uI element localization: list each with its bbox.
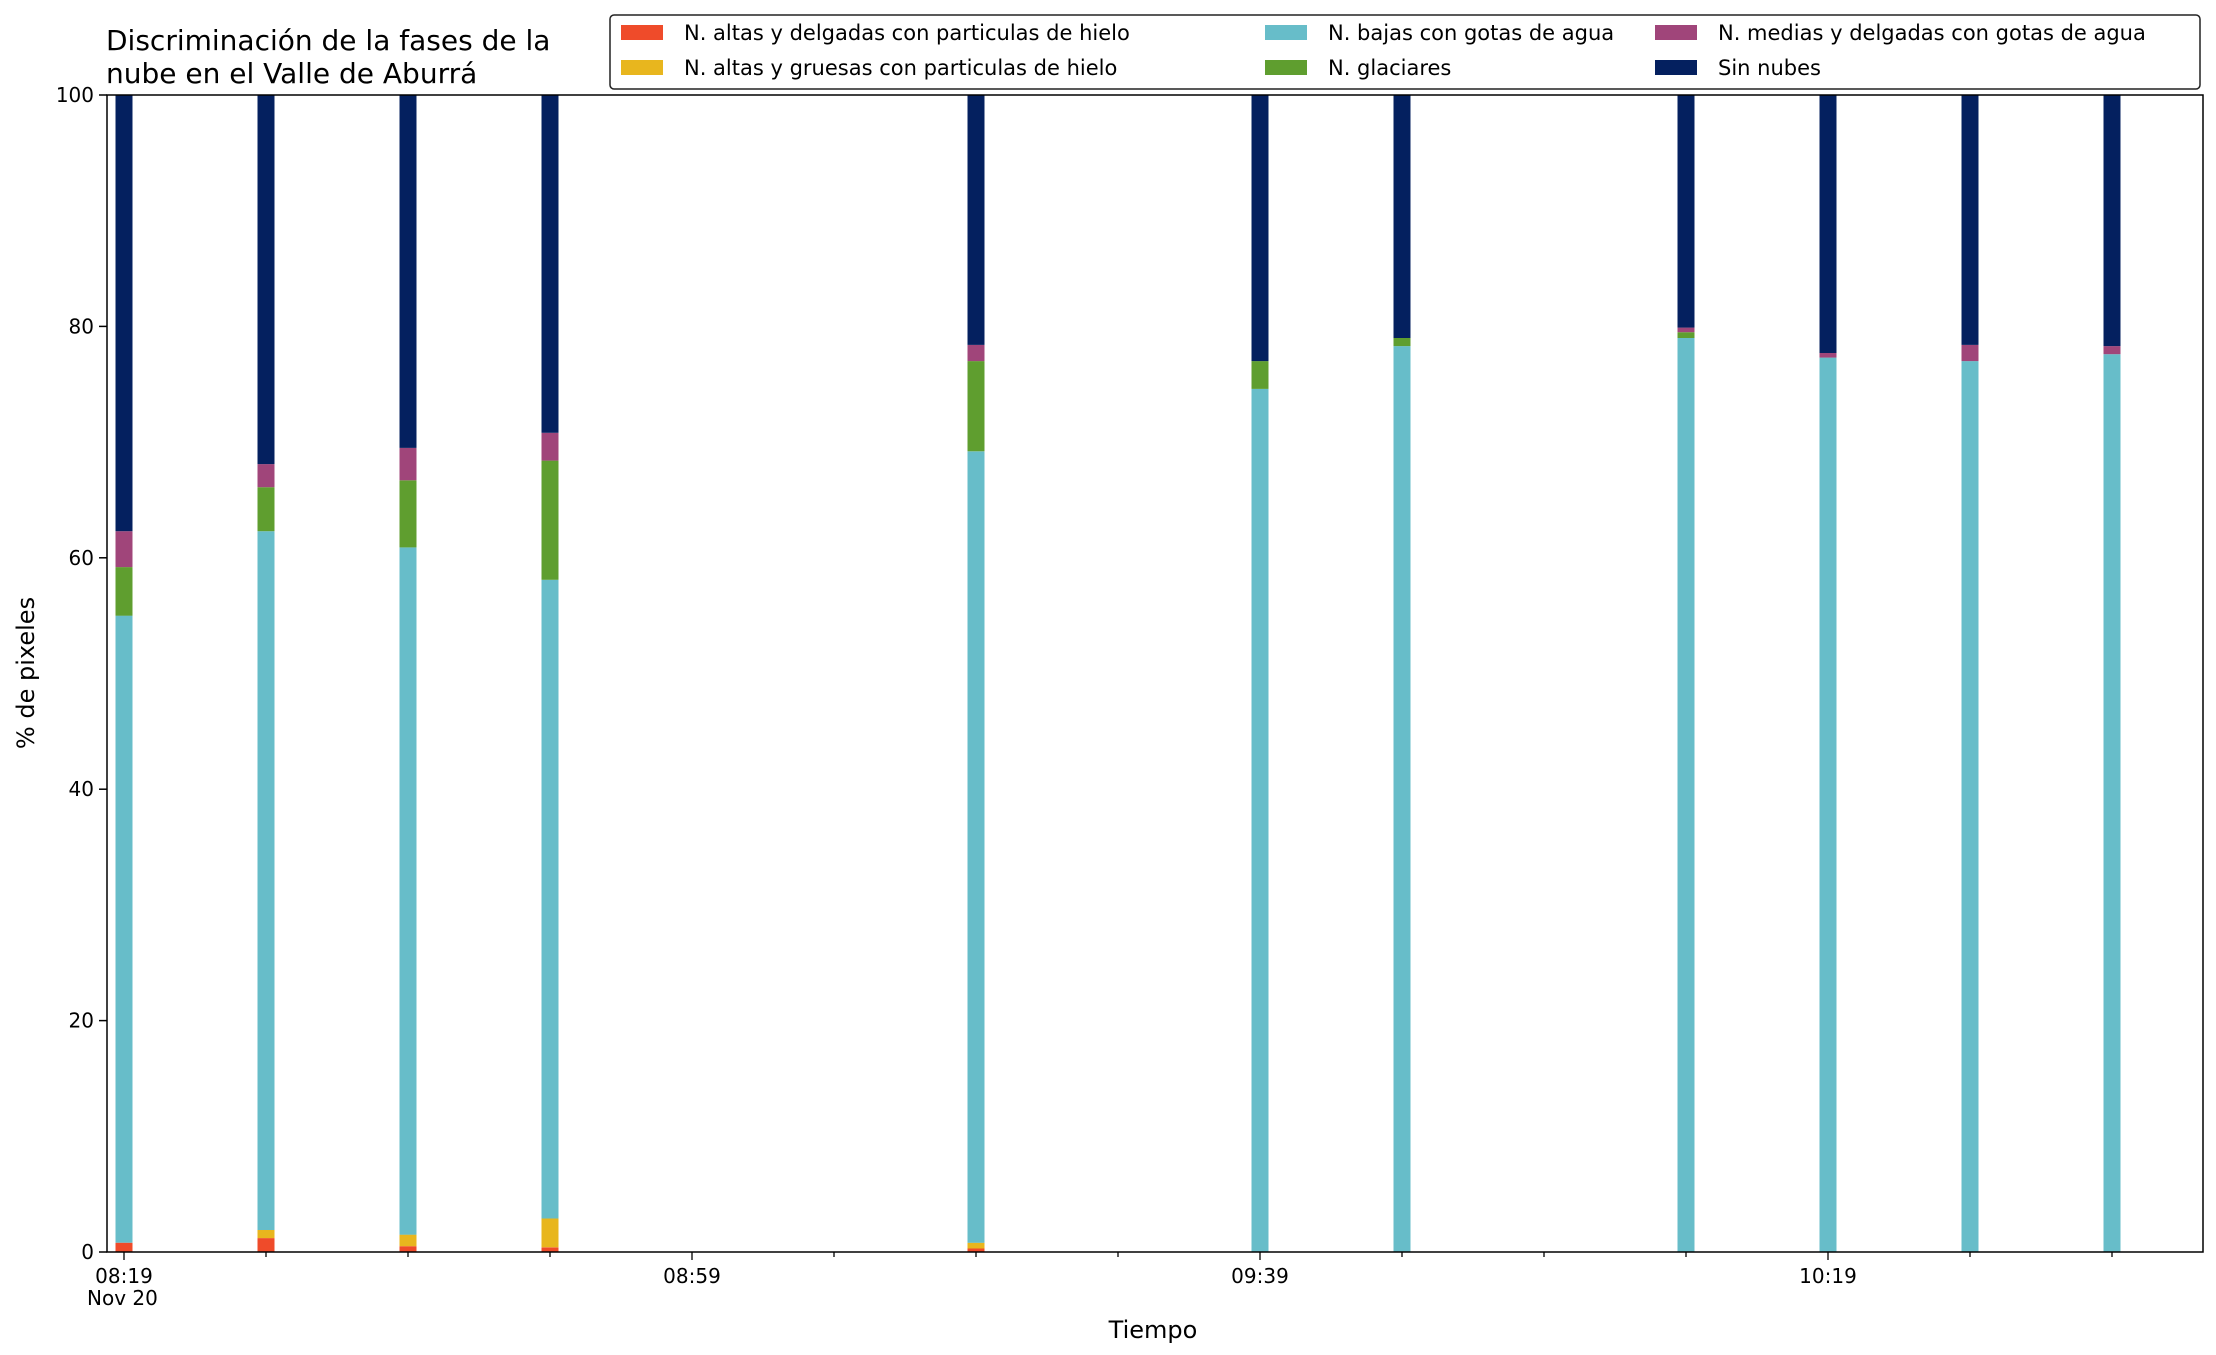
x-tick-label: 08:19 (95, 1264, 153, 1288)
x-tick-label: 09:39 (1231, 1264, 1289, 1288)
bar-segment (967, 361, 985, 452)
bar-segment (1819, 357, 1837, 1253)
chart-title-line-1: Discriminación de la fases de la (106, 24, 550, 57)
bar-segment (1819, 353, 1837, 358)
x-tick-label: 10:19 (1799, 1264, 1857, 1288)
bar-stack (1819, 95, 1837, 1253)
bar-segment (1677, 327, 1695, 333)
bar-segment (257, 464, 275, 488)
bar-segment (541, 1218, 559, 1248)
bar-segment (257, 1230, 275, 1239)
y-tick-label: 0 (81, 1240, 94, 1264)
y-tick-label: 80 (69, 314, 94, 338)
bar-segment (541, 1247, 559, 1252)
bar-segment (967, 451, 985, 1243)
bar-segment (399, 480, 417, 548)
bar-segment (257, 95, 275, 465)
bar-stack (1677, 95, 1695, 1252)
x-axis-label: Tiempo (1108, 1316, 1198, 1344)
chart-title-line-2: nube en el Valle de Aburrá (106, 57, 477, 90)
bar-segment (1819, 95, 1837, 353)
bar-segment (1393, 338, 1411, 347)
bar-segment (1251, 388, 1269, 1252)
bar-stack (1961, 95, 1979, 1253)
bar-segment (399, 447, 417, 481)
bar-segment (1961, 95, 1979, 345)
bar-segment (1961, 344, 1979, 362)
bar-stack (541, 95, 559, 1252)
bar-segment (115, 531, 133, 568)
bar-segment (1393, 346, 1411, 1253)
legend-label: Sin nubes (1718, 56, 1821, 80)
bar-segment (1251, 95, 1269, 362)
legend-label: N. glaciares (1328, 56, 1451, 80)
y-tick-label: 20 (69, 1009, 94, 1033)
x-axis: 08:1908:5909:3910:1910:5911:3912:1912:59… (95, 1252, 2113, 1288)
legend-swatch (1655, 25, 1697, 40)
legend-swatch (621, 25, 663, 40)
bar-segment (541, 95, 559, 433)
legend-label: N. altas y gruesas con particulas de hie… (684, 56, 1117, 80)
legend: N. altas y delgadas con particulas de hi… (609, 14, 2201, 90)
bar-segment (399, 547, 417, 1235)
y-axis-label: % de pixeles (12, 597, 40, 749)
bar-segment (1677, 338, 1695, 1252)
legend-item: N. bajas con gotas de agua (1265, 21, 1614, 45)
bar-segment (541, 432, 559, 461)
y-tick-label: 60 (69, 546, 94, 570)
bar-segment (2103, 95, 2121, 347)
bar-segment (2103, 346, 2121, 355)
bar-segment (1961, 361, 1979, 1253)
legend-label: N. altas y delgadas con particulas de hi… (684, 21, 1130, 45)
bar-segment (1251, 361, 1269, 389)
legend-item: N. glaciares (1265, 56, 1451, 80)
bar-stack (967, 95, 985, 1252)
bar-segment (967, 1242, 985, 1249)
bar-stack (2103, 95, 2121, 1252)
bar-stack (1251, 95, 1269, 1252)
y-axis: 0 20 40 60 80 100 (56, 83, 107, 1264)
x-axis-date-label: Nov 20 (87, 1286, 158, 1310)
legend-label: N. bajas con gotas de agua (1328, 21, 1614, 45)
bar-stack (257, 95, 275, 1252)
legend-item: Sin nubes (1655, 56, 1821, 80)
bar-segment (399, 1234, 417, 1247)
y-tick-label: 100 (56, 83, 94, 107)
legend-item: N. medias y delgadas con gotas de agua (1655, 21, 2146, 45)
legend-swatch (1655, 60, 1697, 75)
bar-stack (115, 95, 133, 1252)
bar-segment (399, 1246, 417, 1252)
bar-segment (115, 1242, 133, 1252)
bar-segment (115, 615, 133, 1243)
plot-area-frame (106, 94, 2204, 1253)
bar-segment (399, 95, 417, 448)
bar-segment (115, 567, 133, 616)
bar-segment (257, 487, 275, 532)
legend-swatch (1265, 60, 1307, 75)
bar-segment (1677, 95, 1695, 328)
bar-segment (967, 95, 985, 345)
bar-segment (115, 95, 133, 532)
bar-segment (257, 1238, 275, 1252)
bar-stack (399, 95, 417, 1252)
bar-segment (1677, 332, 1695, 338)
y-tick-label: 40 (69, 777, 94, 801)
legend-swatch (621, 60, 663, 75)
bar-segment (1393, 95, 1411, 338)
bar-segment (967, 344, 985, 362)
legend-swatch (1265, 25, 1307, 40)
legend-item: N. altas y delgadas con particulas de hi… (621, 21, 1130, 45)
bar-segment (541, 460, 559, 580)
bar-stack (1393, 95, 1411, 1253)
legend-label: N. medias y delgadas con gotas de agua (1718, 21, 2146, 45)
bar-segment (257, 531, 275, 1230)
legend-item: N. altas y gruesas con particulas de hie… (621, 56, 1117, 80)
bar-segment (967, 1248, 985, 1252)
bar-segment (2103, 354, 2121, 1252)
x-tick-label: 08:59 (663, 1264, 721, 1288)
bars-layer (115, 95, 2121, 1253)
bar-segment (541, 579, 559, 1219)
legend-frame (609, 14, 2201, 90)
